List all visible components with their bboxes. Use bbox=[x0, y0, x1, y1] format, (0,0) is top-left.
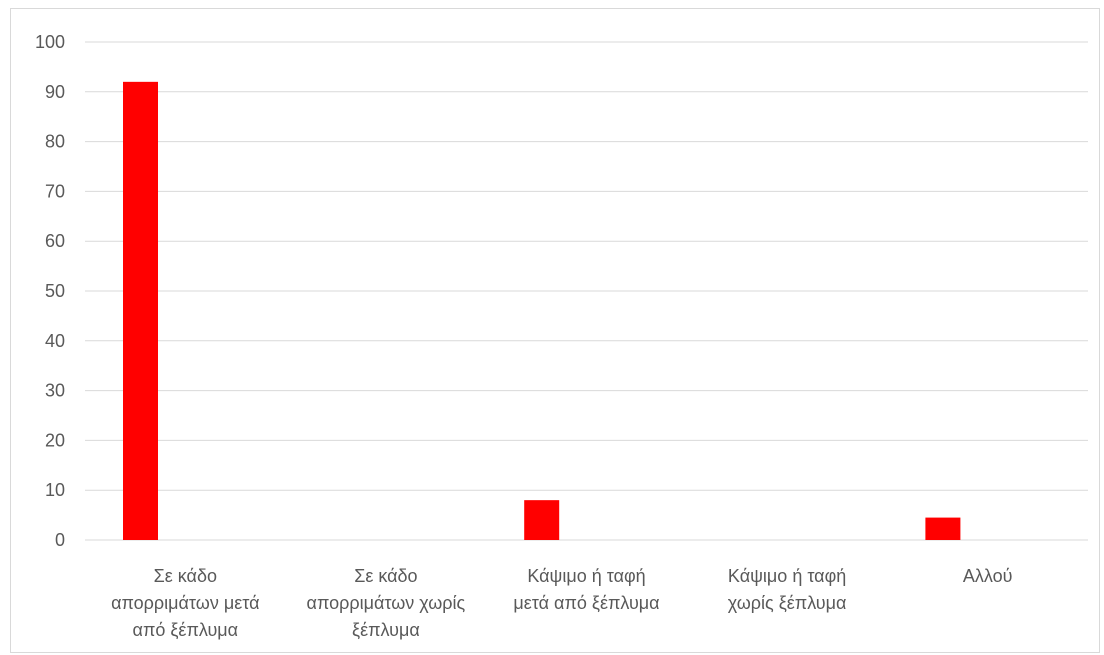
y-tick-label: 20 bbox=[45, 430, 65, 450]
bar bbox=[925, 517, 961, 540]
x-category-label-line: απορριμάτων μετά bbox=[111, 593, 259, 613]
gridlines bbox=[85, 41, 1088, 541]
x-category-label: Σε κάδο απορριμάτων μετά από ξέπλυμα bbox=[111, 566, 259, 640]
x-category-label-line: Κάψιμο ή ταφή bbox=[527, 566, 645, 586]
x-category-label-line: Σε κάδο bbox=[154, 566, 217, 586]
y-tick-label: 100 bbox=[35, 32, 65, 52]
y-tick-label: 50 bbox=[45, 281, 65, 301]
y-tick-label: 70 bbox=[45, 181, 65, 201]
y-tick-label: 90 bbox=[45, 82, 65, 102]
chart-frame bbox=[10, 8, 1100, 653]
x-category-label-line: Αλλού bbox=[963, 566, 1013, 586]
bars bbox=[123, 81, 961, 540]
x-category-label: Αλλού bbox=[963, 566, 1013, 586]
bar bbox=[123, 81, 158, 540]
x-category-label-line: Κάψιμο ή ταφή bbox=[728, 566, 846, 586]
bar bbox=[524, 500, 560, 540]
x-category-label-line: από ξέπλυμα bbox=[133, 620, 239, 640]
y-tick-label: 40 bbox=[45, 331, 65, 351]
x-category-label-line: Σε κάδο bbox=[354, 566, 417, 586]
x-category-label: Κάψιμο ή ταφή χωρίς ξέπλυμα bbox=[728, 566, 847, 613]
x-category-label-line: χωρίς ξέπλυμα bbox=[728, 593, 847, 613]
y-axis-ticks: 0 10 20 30 40 50 60 70 80 90 100 bbox=[35, 32, 65, 550]
x-category-label-line: απορριμάτων χωρίς bbox=[307, 593, 466, 613]
y-tick-label: 30 bbox=[45, 381, 65, 401]
x-category-label-line: ξέπλυμα bbox=[352, 620, 420, 640]
x-category-label: Κάψιμο ή ταφή μετά από ξέπλυμα bbox=[513, 566, 659, 613]
x-category-label: Σε κάδο απορριμάτων χωρίς ξέπλυμα bbox=[307, 566, 466, 640]
y-tick-label: 0 bbox=[55, 530, 65, 550]
y-tick-label: 10 bbox=[45, 480, 65, 500]
y-tick-label: 80 bbox=[45, 132, 65, 152]
y-tick-label: 60 bbox=[45, 231, 65, 251]
x-category-label-line: μετά από ξέπλυμα bbox=[513, 593, 659, 613]
